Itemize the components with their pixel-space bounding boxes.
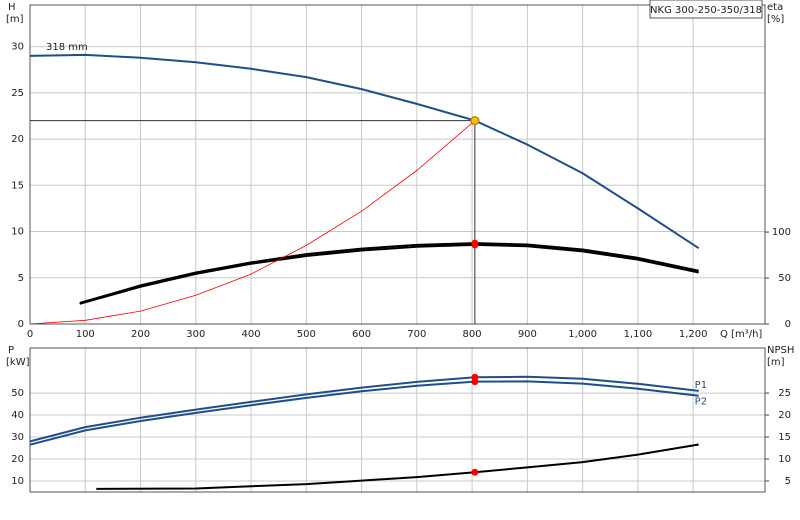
point-marker <box>471 378 479 386</box>
series-label: P1 <box>695 380 707 391</box>
y-axis-label: H <box>8 2 16 13</box>
y2-tick-label: 5 <box>785 476 791 487</box>
plot-frame <box>29 347 766 493</box>
series-label: P2 <box>695 397 707 408</box>
x-tick-label: 500 <box>297 329 316 340</box>
curve <box>29 380 699 446</box>
y2-tick-label: 50 <box>778 273 791 284</box>
y2-tick-label: 10 <box>778 454 791 465</box>
curve <box>79 242 699 304</box>
y2-axis-label: NPSH <box>767 345 794 356</box>
y-tick-label: 5 <box>18 273 24 284</box>
x-tick-label: 200 <box>131 329 150 340</box>
point-marker <box>471 468 479 476</box>
y-axis-unit: [m] <box>6 14 24 25</box>
y2-tick-label: 25 <box>778 388 791 399</box>
y-tick-label: 20 <box>11 134 24 145</box>
x-tick-label: 1,000 <box>568 329 597 340</box>
x-tick-label: 1,200 <box>679 329 708 340</box>
y2-tick-label: 20 <box>778 410 791 421</box>
x-tick-label: 0 <box>27 329 33 340</box>
series-label: 318 mm <box>46 42 88 53</box>
x-tick-label: 400 <box>242 329 261 340</box>
curve <box>79 243 699 305</box>
y-tick-label: 50 <box>11 388 24 399</box>
x-tick-label: 300 <box>186 329 205 340</box>
x-tick-label: 100 <box>76 329 95 340</box>
y2-axis-label: eta <box>767 2 783 13</box>
x-tick-label: 900 <box>518 329 537 340</box>
y-tick-label: 30 <box>11 42 24 53</box>
y-axis-unit: [kW] <box>6 357 30 368</box>
y2-axis-unit: [m] <box>767 357 785 368</box>
curve <box>29 53 700 250</box>
x-tick-label: 600 <box>352 329 371 340</box>
y-tick-label: 30 <box>11 432 24 443</box>
point-marker <box>471 241 479 249</box>
curve <box>29 120 476 325</box>
y2-tick-label: 100 <box>772 227 791 238</box>
plot-frame <box>29 4 766 325</box>
x-tick-label: 700 <box>407 329 426 340</box>
y-tick-label: 10 <box>11 227 24 238</box>
curve <box>29 375 699 443</box>
y2-tick-label: 15 <box>778 432 791 443</box>
x-axis-label: Q [m³/h] <box>720 329 762 340</box>
y-tick-label: 0 <box>18 319 24 330</box>
chart-title: NKG 300-250-350/318 <box>650 5 762 16</box>
x-tick-label: 1,100 <box>624 329 653 340</box>
y-tick-label: 15 <box>11 180 24 191</box>
y2-axis-unit: [%] <box>767 14 784 25</box>
y-tick-label: 40 <box>11 410 24 421</box>
y-axis-label: P <box>8 345 14 356</box>
y2-tick-label: 0 <box>785 319 791 330</box>
curve <box>96 443 699 490</box>
operating-point <box>470 116 480 126</box>
title-box <box>649 0 763 19</box>
y-tick-label: 20 <box>11 454 24 465</box>
y-tick-label: 25 <box>11 88 24 99</box>
x-tick-label: 800 <box>463 329 482 340</box>
y-tick-label: 10 <box>11 476 24 487</box>
